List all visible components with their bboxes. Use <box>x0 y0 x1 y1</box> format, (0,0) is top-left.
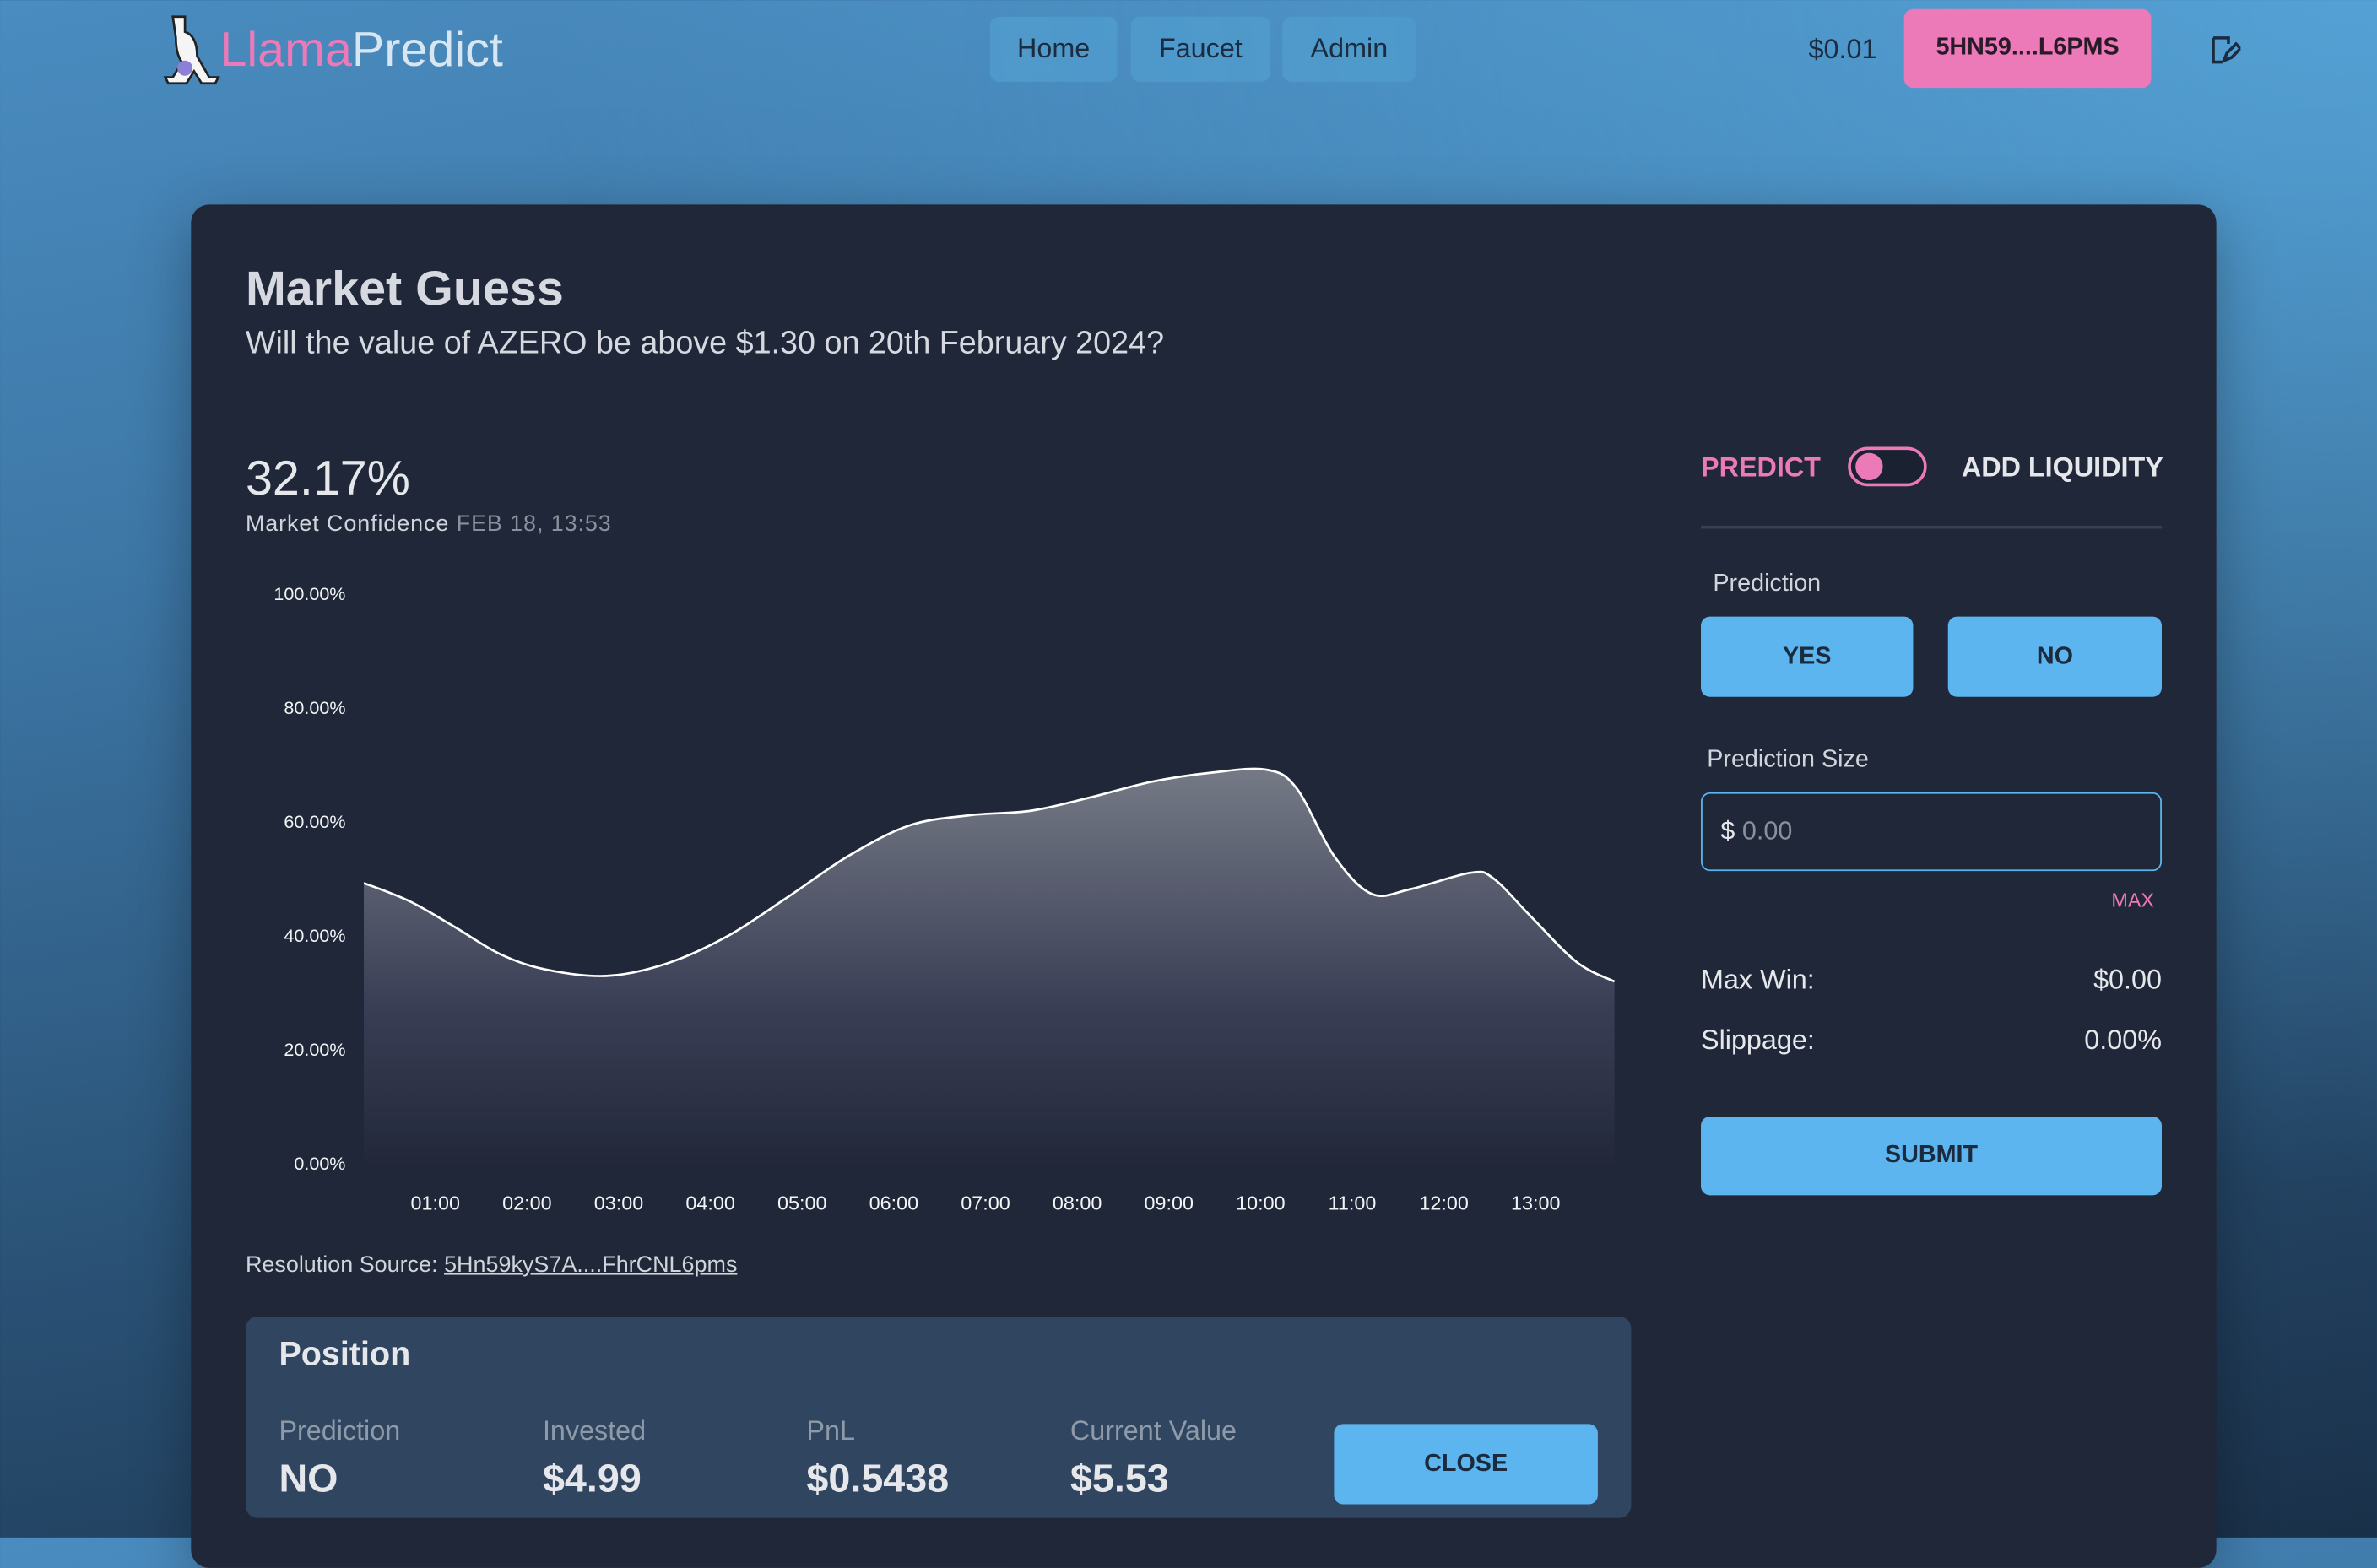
stat-value: 0.00% <box>2084 1025 2162 1056</box>
no-button[interactable]: NO <box>1947 616 2162 697</box>
divider <box>1701 525 2162 529</box>
position-item-label: Prediction <box>279 1415 401 1446</box>
size-label: Prediction Size <box>1707 746 1869 773</box>
mode-toggle[interactable] <box>1848 446 1927 487</box>
market-title: Market Guess <box>245 261 564 316</box>
prediction-label: Prediction <box>1713 570 1822 597</box>
position-item-label: PnL <box>806 1415 855 1446</box>
resolution-link[interactable]: 5Hn59kyS7A....FhrCNL6pms <box>444 1252 738 1279</box>
size-input[interactable]: $ 0.00 <box>1701 792 2162 872</box>
placeholder: 0.00 <box>1741 816 1793 846</box>
mode-predict[interactable]: PREDICT <box>1701 451 1821 483</box>
confidence: 32.17% <box>245 451 410 506</box>
position-title: Position <box>279 1334 411 1373</box>
brand-a: Llama <box>219 22 352 77</box>
stat-value: $0.00 <box>2093 964 2162 995</box>
timestamp: FEB 18, 13:53 <box>456 511 612 538</box>
confidence-label: Market Confidence <box>245 511 450 538</box>
position-item-value: $5.53 <box>1069 1455 1169 1501</box>
confidence-caption: Market Confidence FEB 18, 13:53 <box>246 511 612 538</box>
position-item-value: NO <box>279 1455 338 1501</box>
stat-label: Max Win: <box>1701 964 1815 995</box>
account-button[interactable]: 5HN59....L6PMS <box>1903 8 2152 89</box>
position-item-value: $0.5438 <box>806 1455 950 1501</box>
brand[interactable]: LlamaPredict <box>219 22 502 78</box>
nav-home[interactable]: Home <box>989 16 1118 82</box>
max-button[interactable]: MAX <box>2111 888 2155 911</box>
stat-label: Slippage: <box>1701 1025 1815 1056</box>
nav-admin[interactable]: Admin <box>1282 16 1416 82</box>
brand-b: Predict <box>351 22 503 77</box>
currency: $ <box>1720 816 1735 846</box>
nav-faucet[interactable]: Faucet <box>1130 16 1270 82</box>
resolution-label: Resolution Source: <box>245 1252 438 1279</box>
market-question: Will the value of AZERO be above $1.30 o… <box>245 325 1165 361</box>
resolution: Resolution Source: 5Hn59kyS7A....FhrCNL6… <box>246 1252 737 1279</box>
balance: $0.01 <box>1808 34 1877 65</box>
position-item-label: Current Value <box>1069 1415 1237 1446</box>
submit-button[interactable]: SUBMIT <box>1701 1116 2162 1196</box>
position-item-value: $4.99 <box>542 1455 642 1501</box>
close-button[interactable]: CLOSE <box>1334 1424 1598 1505</box>
yes-button[interactable]: YES <box>1701 616 1914 697</box>
mode-liquidity[interactable]: ADD LIQUIDITY <box>1961 451 2163 483</box>
logo-icon <box>163 15 220 85</box>
theme-icon[interactable] <box>2210 35 2241 65</box>
position-item-label: Invested <box>542 1415 647 1446</box>
